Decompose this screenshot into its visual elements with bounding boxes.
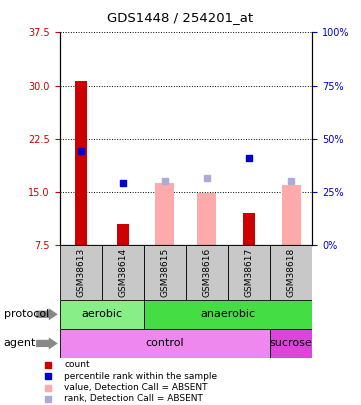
Text: value, Detection Call = ABSENT: value, Detection Call = ABSENT — [64, 383, 208, 392]
Text: sucrose: sucrose — [270, 339, 313, 348]
Text: GSM38617: GSM38617 — [245, 248, 253, 297]
Bar — [228, 245, 270, 300]
Bar — [102, 245, 144, 300]
Text: GSM38613: GSM38613 — [76, 248, 85, 297]
Bar — [144, 300, 312, 329]
Text: GSM38616: GSM38616 — [203, 248, 212, 297]
Bar — [282, 185, 301, 245]
Bar — [75, 81, 87, 245]
Bar — [186, 245, 228, 300]
Bar — [197, 193, 217, 245]
Bar — [60, 300, 144, 329]
Text: aerobic: aerobic — [81, 309, 122, 319]
Bar — [117, 224, 129, 245]
Text: GSM38614: GSM38614 — [118, 248, 127, 297]
Bar — [60, 245, 102, 300]
Bar — [243, 213, 255, 245]
Text: control: control — [145, 339, 184, 348]
Text: GSM38618: GSM38618 — [287, 248, 296, 297]
Text: agent: agent — [4, 339, 36, 348]
Text: rank, Detection Call = ABSENT: rank, Detection Call = ABSENT — [64, 394, 203, 403]
Bar — [144, 245, 186, 300]
Text: GDS1448 / 254201_at: GDS1448 / 254201_at — [108, 11, 253, 24]
Bar — [270, 329, 312, 358]
Text: percentile rank within the sample: percentile rank within the sample — [64, 372, 217, 381]
Text: anaerobic: anaerobic — [200, 309, 256, 319]
Bar — [270, 245, 312, 300]
Text: protocol: protocol — [4, 309, 49, 319]
Bar — [60, 329, 270, 358]
Text: GSM38615: GSM38615 — [160, 248, 169, 297]
Bar — [155, 183, 174, 245]
Text: count: count — [64, 360, 90, 369]
